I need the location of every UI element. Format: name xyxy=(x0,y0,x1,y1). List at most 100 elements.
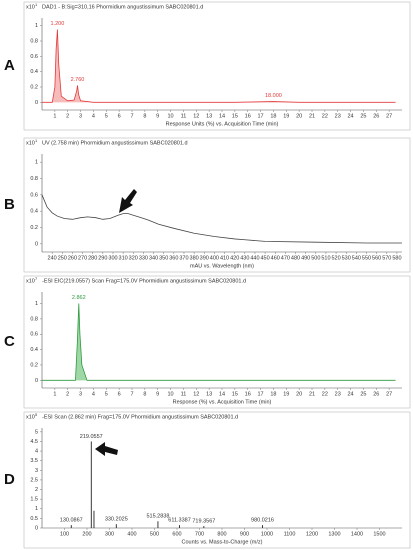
area xyxy=(42,303,396,381)
panel-title: UV (2.758 min) Phormidium angustissimum … xyxy=(42,140,188,146)
x-tick-label: 1100 xyxy=(284,531,296,537)
x-tick-label: 24 xyxy=(348,113,354,119)
y-scale: x10 xyxy=(26,278,35,284)
x-tick-label: 390 xyxy=(200,255,209,261)
x-tick-label: 700 xyxy=(195,531,204,537)
arrow xyxy=(119,189,137,213)
x-tick-label: 25 xyxy=(360,391,366,397)
x-tick-label: 1 xyxy=(53,391,56,397)
x-tick-label: 100 xyxy=(60,531,69,537)
y-tick-label: 0.2 xyxy=(30,84,38,90)
y-tick-label: 1 xyxy=(35,506,38,512)
x-tick-label: 7 xyxy=(130,391,133,397)
x-tick-label: 900 xyxy=(240,531,249,537)
x-tick-label: 20 xyxy=(296,391,302,397)
trace xyxy=(42,303,396,381)
x-tick-label: 27 xyxy=(386,113,392,119)
x-axis-label: Response Units (%) vs. Acquisition Time … xyxy=(166,121,279,127)
y-tick-label: 0 xyxy=(35,525,38,531)
x-tick-label: 15 xyxy=(232,113,238,119)
x-tick-label: 8 xyxy=(143,113,146,119)
y-tick-label: 1 xyxy=(35,301,38,307)
peak-label: 611.3387 xyxy=(168,518,191,524)
x-tick-label: 2 xyxy=(66,113,69,119)
x-tick-label: 10 xyxy=(168,113,174,119)
x-tick-label: 10 xyxy=(168,391,174,397)
y-tick-label: 0.5 xyxy=(30,516,38,522)
y-tick-label: 0 xyxy=(35,100,38,106)
x-axis-label: Counts vs. Mass-to-Charge (m/z) xyxy=(182,539,263,545)
x-tick-label: 4 xyxy=(92,113,95,119)
x-tick-label: 20 xyxy=(296,113,302,119)
y-tick-label: 0.6 xyxy=(30,192,38,198)
x-tick-label: 1000 xyxy=(261,531,273,537)
y-tick-label: 0.6 xyxy=(30,54,38,60)
y-tick-label: 3.5 xyxy=(30,458,38,464)
y-tick-label: 0.8 xyxy=(30,176,38,182)
peak-label: 980.0216 xyxy=(251,518,274,524)
y-tick-label: 3 xyxy=(35,468,38,474)
x-tick-label: 600 xyxy=(172,531,181,537)
y-tick-label: 0 xyxy=(35,241,38,247)
y-tick-label: 1 xyxy=(35,160,38,166)
y-exponent: 7 xyxy=(35,276,38,281)
x-tick-label: 22 xyxy=(322,391,328,397)
panel-title: -ESI Scan (2.862 min) Frag=175.0V Phormi… xyxy=(42,414,238,420)
x-tick-label: 12 xyxy=(193,391,199,397)
x-tick-label: 21 xyxy=(309,391,315,397)
y-tick-label: 0.2 xyxy=(30,362,38,368)
x-tick-label: 5 xyxy=(105,391,108,397)
x-tick-label: 9 xyxy=(156,391,159,397)
x-tick-label: 450 xyxy=(261,255,270,261)
x-tick-label: 580 xyxy=(392,255,401,261)
panel-frame xyxy=(23,275,411,409)
x-tick-label: 6 xyxy=(118,391,121,397)
x-tick-label: 24 xyxy=(348,391,354,397)
x-tick-label: 3 xyxy=(79,113,82,119)
x-tick-label: 460 xyxy=(271,255,280,261)
x-tick-label: 400 xyxy=(127,531,136,537)
peak-label: 219.0557 xyxy=(80,434,103,440)
peak-label: 330.2025 xyxy=(105,517,128,523)
x-tick-label: 360 xyxy=(169,255,178,261)
peak-label: 130.0867 xyxy=(60,518,83,524)
panel-title: DAD1 - B:Sig=310,16 Phormidium angustiss… xyxy=(42,4,203,10)
y-tick-label: 0.4 xyxy=(30,69,38,75)
trace xyxy=(42,29,396,103)
x-tick-label: 26 xyxy=(373,391,379,397)
x-tick-label: 7 xyxy=(130,113,133,119)
peak-label: 2.862 xyxy=(72,295,86,301)
y-tick-label: 0.2 xyxy=(30,225,38,231)
x-tick-label: 14 xyxy=(219,391,225,397)
x-tick-label: 14 xyxy=(219,113,225,119)
x-tick-label: 19 xyxy=(283,113,289,119)
y-tick-label: 0.8 xyxy=(30,316,38,322)
peak-label: 515.2838 xyxy=(146,514,169,520)
y-tick-label: 0.4 xyxy=(30,347,38,353)
x-tick-label: 440 xyxy=(250,255,259,261)
x-tick-label: 11 xyxy=(181,113,187,119)
x-tick-label: 310 xyxy=(119,255,128,261)
x-tick-label: 250 xyxy=(58,255,67,261)
panel-letter: B xyxy=(4,196,15,213)
x-tick-label: 16 xyxy=(245,391,251,397)
panel-title: -ESI EIC(219.0557) Scan Frag=175.0V Phor… xyxy=(42,278,246,284)
y-tick-label: 4.5 xyxy=(30,439,38,445)
x-tick-label: 500 xyxy=(311,255,320,261)
panel-frame xyxy=(23,137,411,273)
y-tick-label: 2.5 xyxy=(30,477,38,483)
x-tick-label: 17 xyxy=(258,113,264,119)
x-tick-label: 240 xyxy=(48,255,57,261)
x-tick-label: 17 xyxy=(258,391,264,397)
x-tick-label: 370 xyxy=(179,255,188,261)
y-scale: x10 xyxy=(26,140,35,146)
x-tick-label: 12 xyxy=(193,113,199,119)
x-tick-label: 13 xyxy=(206,391,212,397)
y-tick-label: 1 xyxy=(35,23,38,29)
x-tick-label: 570 xyxy=(382,255,391,261)
x-tick-label: 800 xyxy=(217,531,226,537)
x-tick-label: 11 xyxy=(181,391,187,397)
x-axis-label: Response (%) vs. Acquisition Time (min) xyxy=(173,399,272,405)
x-tick-label: 380 xyxy=(190,255,199,261)
